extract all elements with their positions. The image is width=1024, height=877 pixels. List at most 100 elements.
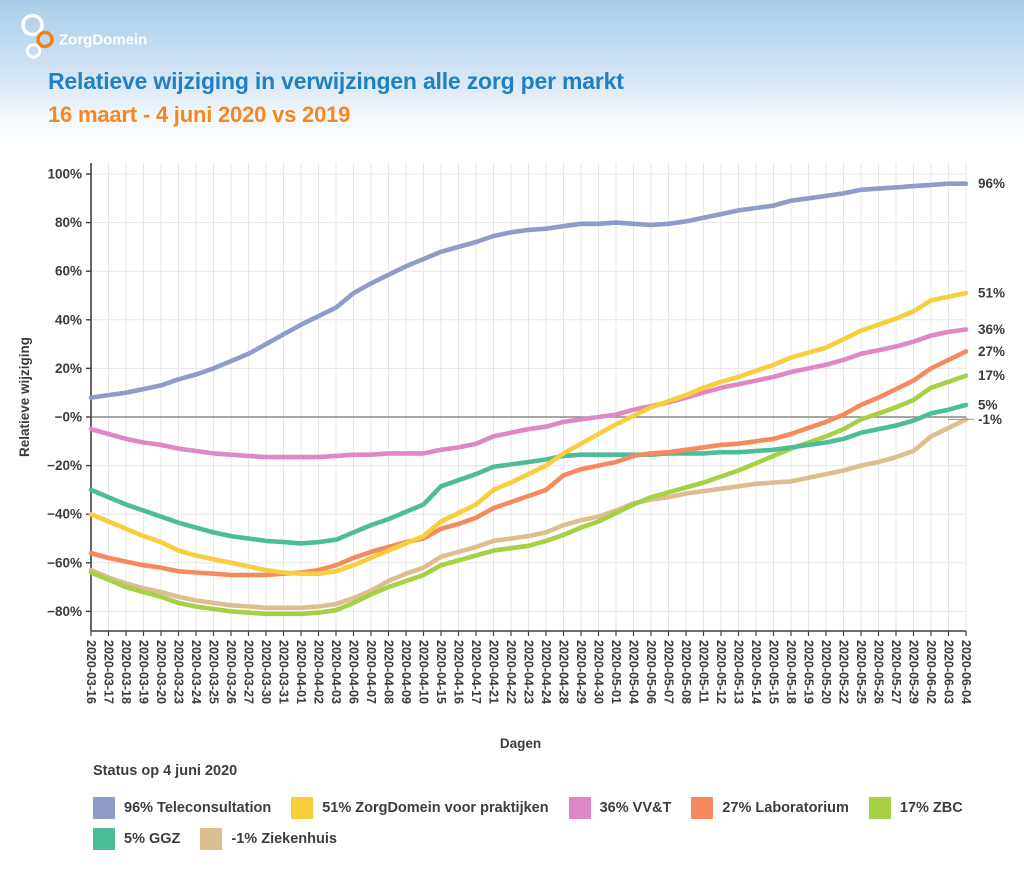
x-tick-label: 2020-03-16	[84, 640, 98, 704]
legend-swatch-zbc	[868, 797, 891, 819]
series-end-label-zbc: 17%	[978, 368, 1005, 383]
legend-label-ggz: 5% GGZ	[124, 831, 181, 847]
series-end-label-ggz: 5%	[978, 397, 998, 412]
x-tick-label: 2020-04-16	[452, 640, 466, 704]
series-end-label-ziekenhuis: -1%	[978, 412, 1002, 427]
x-tick-label: 2020-04-10	[417, 640, 431, 704]
x-tick-label: 2020-05-18	[784, 640, 798, 704]
legend-label-zorgdomein-voor-praktijken: 51% ZorgDomein voor praktijken	[322, 800, 549, 816]
y-tick-label: −20%	[47, 458, 82, 473]
x-tick-label: 2020-04-24	[539, 640, 553, 704]
legend-item-ggz: 5% GGZ	[93, 828, 180, 850]
legend-row: 5% GGZ -1% Ziekenhuis	[93, 828, 993, 850]
x-tick-label: 2020-04-07	[364, 640, 378, 704]
series-line-zbc	[88, 373, 969, 617]
x-tick-label: 2020-03-17	[102, 640, 116, 704]
legend-rows: 96% Teleconsultation 51% ZorgDomein voor …	[93, 797, 993, 850]
x-tick-label: 2020-04-17	[469, 640, 483, 704]
legend-swatch-ggz	[93, 828, 115, 850]
x-tick-label: 2020-03-19	[137, 640, 151, 704]
legend-swatch-teleconsultation	[93, 797, 115, 819]
x-tick-label: 2020-05-22	[837, 640, 851, 704]
legend-item-zorgdomein-voor-praktijken: 51% ZorgDomein voor praktijken	[291, 797, 549, 819]
x-tick-label: 2020-03-18	[119, 640, 133, 704]
y-tick-label: −40%	[47, 507, 82, 522]
series-line-ziekenhuis	[88, 417, 969, 611]
x-tick-label: 2020-03-30	[259, 640, 273, 704]
x-tick-label: 2020-03-23	[172, 640, 186, 704]
x-tick-labels: 2020-03-16 2020-03-17 2020-03-18 2020-03-19…	[84, 631, 973, 704]
page-title: Relatieve wijziging in verwijzingen alle…	[48, 68, 624, 94]
x-tick-label: 2020-05-12	[714, 640, 728, 704]
x-tick-label: 2020-05-01	[609, 640, 623, 704]
x-tick-label: 2020-05-06	[644, 640, 658, 704]
x-tick-label: 2020-05-13	[732, 640, 746, 704]
x-tick-label: 2020-05-11	[697, 640, 711, 703]
series-end-label-zorgdomein-voor-praktijken: 51%	[978, 286, 1005, 301]
x-tick-label: 2020-05-07	[662, 640, 676, 704]
x-tick-label: 2020-05-27	[889, 640, 903, 704]
legend: Status op 4 juni 2020 96% Teleconsultati…	[93, 763, 993, 859]
legend-label-ziekenhuis: -1% Ziekenhuis	[231, 831, 337, 847]
x-tick-label: 2020-05-14	[749, 640, 763, 704]
x-tick-label: 2020-03-26	[224, 640, 238, 704]
x-tick-label: 2020-05-26	[872, 640, 886, 704]
legend-label-zbc: 17% ZBC	[899, 800, 963, 816]
x-tick-label: 2020-04-30	[592, 640, 606, 704]
series-line-zorgdomein-voor-praktijken	[88, 290, 969, 576]
legend-item-teleconsultation: 96% Teleconsultation	[93, 797, 271, 819]
series-line-ggz	[88, 402, 969, 546]
legend-label-laboratorium: 27% Laboratorium	[722, 800, 849, 816]
legend-swatch-laboratorium	[691, 797, 714, 819]
x-tick-label: 2020-03-27	[242, 640, 256, 704]
x-axis-title: Dagen	[500, 736, 541, 751]
x-tick-label: 2020-03-25	[207, 640, 221, 704]
series-line-vvt	[88, 327, 969, 460]
x-tick-label: 2020-04-09	[399, 640, 413, 704]
legend-swatch-ziekenhuis	[200, 828, 223, 850]
x-tick-label: 2020-04-28	[557, 640, 571, 704]
y-tick-labels: 100% 80% 60% 40% 20% −0% −20% −40% −60% −80%	[47, 167, 91, 619]
legend-item-vvt: 36% VV&T	[568, 797, 672, 819]
y-tick-label: 80%	[55, 215, 82, 230]
series-end-label-laboratorium: 27%	[978, 344, 1005, 359]
x-tick-label: 2020-06-04	[959, 640, 973, 704]
header-band: ZorgDomein Relatieve wijziging in verwij…	[0, 0, 1024, 150]
x-tick-label: 2020-06-02	[924, 640, 938, 704]
x-tick-label: 2020-04-29	[574, 640, 588, 704]
logo-circle-orange	[36, 30, 54, 49]
x-gridlines	[90, 163, 967, 631]
legend-item-ziekenhuis: -1% Ziekenhuis	[200, 828, 337, 850]
x-tick-label: 2020-04-22	[504, 640, 518, 704]
legend-item-zbc: 17% ZBC	[868, 797, 963, 819]
y-tick-label: 40%	[55, 312, 82, 327]
x-tick-label: 2020-05-04	[627, 640, 641, 704]
x-tick-label: 2020-04-02	[312, 640, 326, 704]
logo-text: ZorgDomein	[59, 32, 147, 49]
x-tick-label: 2020-05-25	[854, 640, 868, 704]
x-tick-label: 2020-04-03	[329, 640, 343, 704]
y-tick-label: −60%	[47, 555, 82, 570]
x-tick-label: 2020-04-15	[434, 640, 448, 704]
y-tick-label: 60%	[55, 264, 82, 279]
series-line-teleconsultation	[88, 181, 969, 400]
x-tick-label: 2020-04-01	[294, 640, 308, 704]
x-tick-label: 2020-03-31	[277, 640, 291, 704]
x-tick-label: 2020-05-19	[802, 640, 816, 704]
legend-swatch-zorgdomein-voor-praktijken	[291, 797, 314, 819]
legend-label-teleconsultation: 96% Teleconsultation	[124, 800, 272, 816]
legend-label-vvt: 36% VV&T	[599, 800, 672, 816]
x-tick-label: 2020-05-08	[679, 640, 693, 704]
x-tick-label: 2020-04-08	[382, 640, 396, 704]
logo-circle-small	[25, 43, 42, 59]
legend-item-laboratorium: 27% Laboratorium	[691, 797, 849, 819]
y-tick-label: 100%	[47, 167, 82, 182]
series-end-label-teleconsultation: 96%	[978, 176, 1005, 191]
x-tick-label: 2020-03-24	[189, 640, 203, 704]
y-tick-label: 20%	[55, 361, 82, 376]
legend-status-label: Status op 4 juni 2020	[93, 763, 238, 779]
x-tick-label: 2020-06-03	[942, 640, 956, 704]
logo-circle-large	[21, 13, 44, 37]
series-lines	[88, 181, 969, 617]
